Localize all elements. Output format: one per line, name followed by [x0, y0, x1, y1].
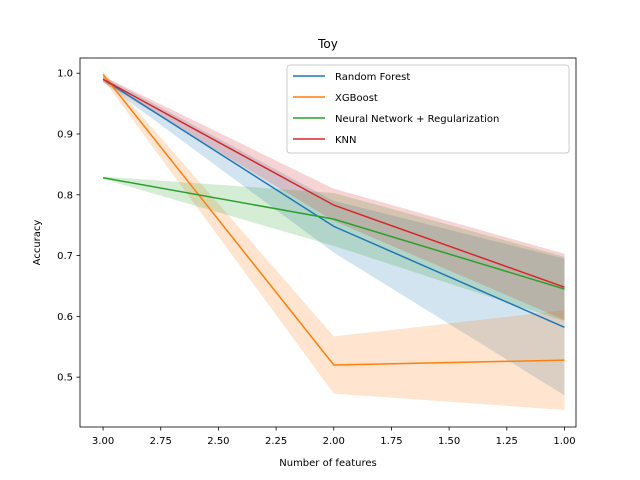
y-tick-label: 0.6	[57, 312, 73, 323]
band-random-forest	[103, 76, 565, 396]
y-axis-label: Accuracy	[32, 220, 43, 266]
line-neural-network-regularization	[102, 177, 565, 290]
band-knn	[103, 76, 565, 321]
x-tick-label: 1.00	[553, 436, 575, 447]
line-knn	[102, 78, 565, 288]
x-tick-label: 1.50	[438, 436, 460, 447]
legend: Random Forest XGBoost Neural Network + Reg…	[286, 64, 570, 154]
legend-label-neural-network-regularization: Neural Network + Regularization	[335, 114, 499, 125]
y-tick-label: 1.0	[57, 69, 73, 80]
legend-label-random-forest: Random Forest	[335, 72, 410, 83]
y-tick-label: 0.7	[57, 251, 73, 262]
chart-title: Toy	[317, 37, 338, 51]
x-axis-label: Number of features	[279, 458, 376, 469]
x-axis-ticks: 3.00 2.75 2.50 2.25 2.00 1.75 1.50 1.25 1.00	[92, 427, 576, 447]
y-tick-label: 0.8	[57, 190, 73, 201]
x-tick-label: 2.75	[150, 436, 172, 447]
x-tick-label: 2.25	[265, 436, 287, 447]
line-random-forest	[102, 78, 565, 328]
y-axis-ticks: 0.5 0.6 0.7 0.8 0.9 1.0	[57, 69, 80, 384]
x-tick-label: 1.75	[380, 436, 402, 447]
x-tick-label: 3.00	[92, 436, 114, 447]
x-tick-label: 1.25	[496, 436, 518, 447]
band-xgboost	[103, 71, 565, 410]
line-xgboost	[102, 73, 565, 366]
legend-label-knn: KNN	[335, 135, 357, 146]
x-tick-label: 2.50	[207, 436, 229, 447]
y-tick-label: 0.5	[57, 373, 73, 384]
x-tick-label: 2.00	[323, 436, 345, 447]
series-lines	[102, 73, 565, 366]
plot-frame	[79, 57, 577, 428]
y-tick-label: 0.9	[57, 129, 73, 140]
legend-box	[286, 64, 570, 154]
legend-label-xgboost: XGBoost	[335, 93, 378, 104]
